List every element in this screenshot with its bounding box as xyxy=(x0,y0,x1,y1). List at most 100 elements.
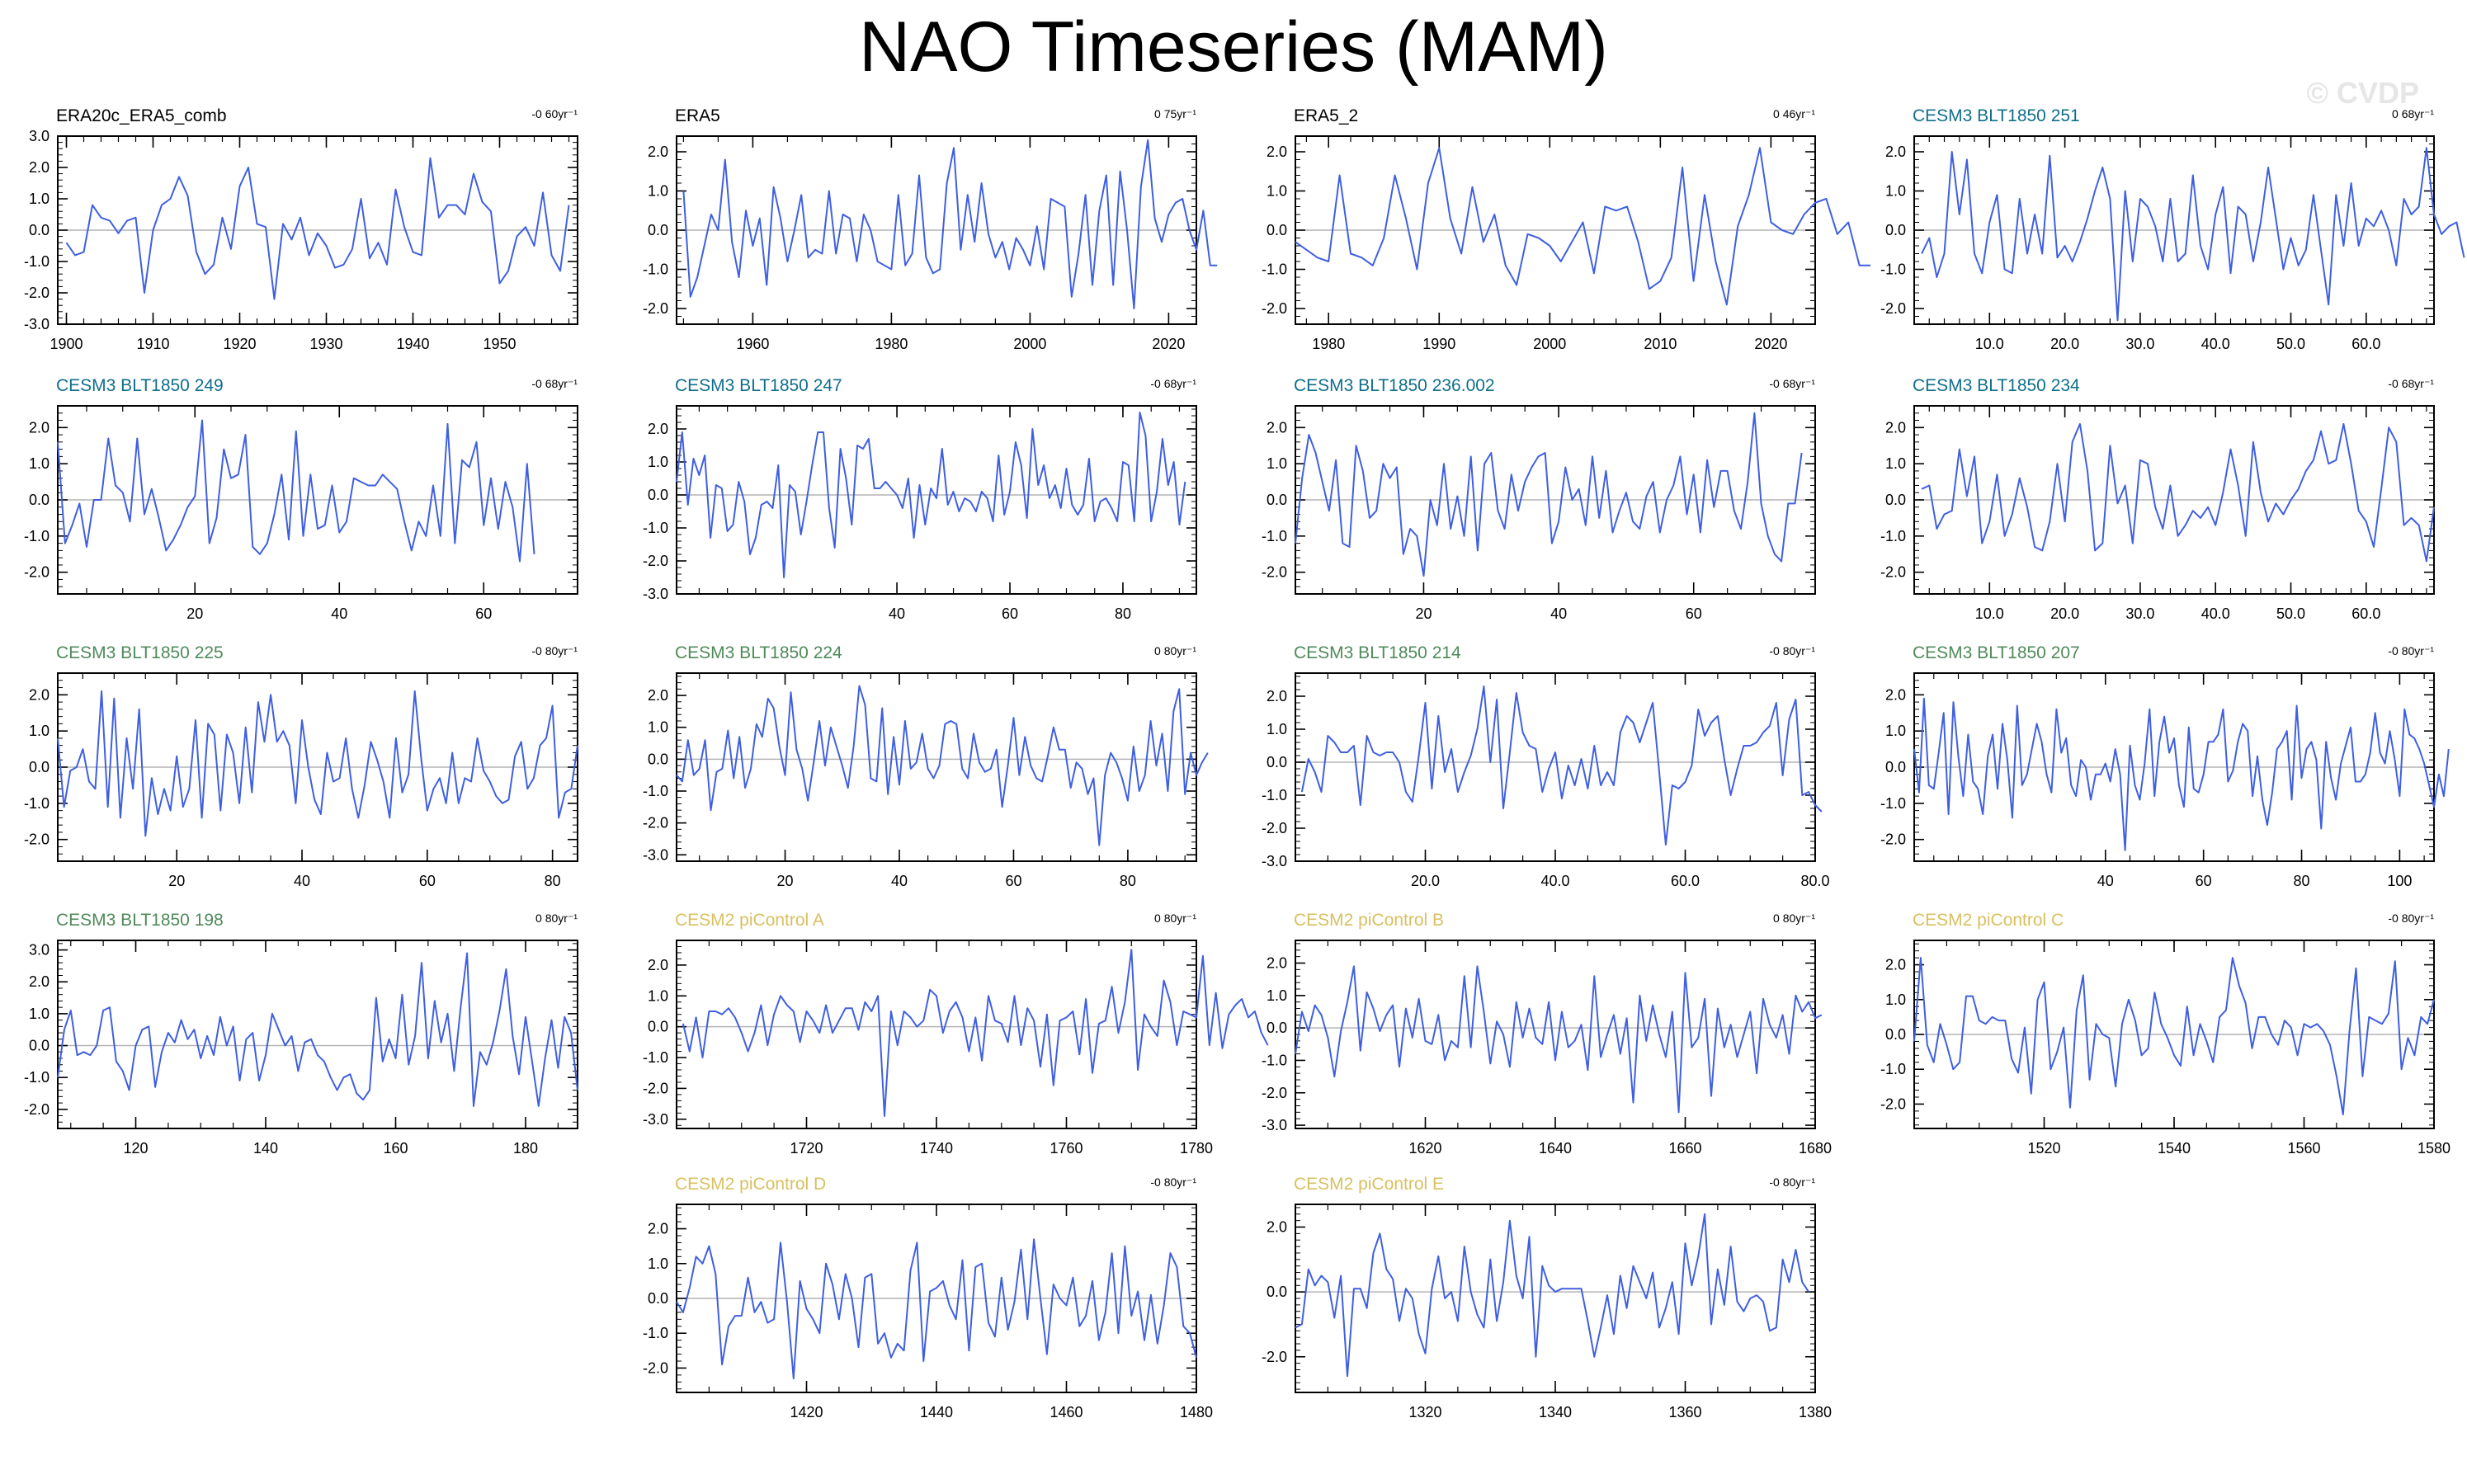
y-tick-label: -2.0 xyxy=(643,300,668,317)
y-tick-label: 3.0 xyxy=(29,128,50,144)
y-tick-label: 0.0 xyxy=(1267,492,1287,508)
trend-label: 0 80yr⁻¹ xyxy=(1154,644,1196,657)
x-tick-label: 1680 xyxy=(1799,1140,1832,1157)
x-tick-label: 40 xyxy=(1550,605,1567,622)
trend-label: -0 80yr⁻¹ xyxy=(1769,1175,1815,1189)
x-tick-label: 180 xyxy=(513,1140,538,1157)
y-tick-label: 0.0 xyxy=(1885,492,1906,508)
y-tick-label: -1.0 xyxy=(643,1325,668,1341)
x-tick-label: 40 xyxy=(294,873,310,889)
y-tick-label: -2.0 xyxy=(1262,564,1287,581)
y-tick-label: 2.0 xyxy=(1267,419,1287,436)
nao-series-line xyxy=(682,139,1218,309)
panel-title: CESM3 BLT1850 247 xyxy=(675,376,842,395)
panel-title: CESM2 piControl D xyxy=(675,1175,826,1194)
x-tick-label: 20 xyxy=(1415,605,1432,622)
y-tick-label: 0.0 xyxy=(1885,759,1906,775)
plot-frame xyxy=(676,672,1197,862)
y-tick-label: 0.0 xyxy=(29,222,50,238)
trend-label: -0 60yr⁻¹ xyxy=(531,107,578,120)
x-tick-label: 2000 xyxy=(1013,336,1046,352)
nao-series-line xyxy=(1300,685,1823,846)
y-tick-label: 1.0 xyxy=(1267,183,1287,200)
y-tick-label: -2.0 xyxy=(24,285,50,301)
nao-series-line xyxy=(682,949,1269,1117)
x-tick-label: 60 xyxy=(2196,873,2212,889)
plot-frame xyxy=(1295,940,1816,1129)
y-tick-label: 2.0 xyxy=(1885,957,1906,973)
y-tick-label: 0.0 xyxy=(1885,222,1906,238)
chart-panel: ERA20c_ERA5_comb -0 60yr⁻¹ 1900 1910 1920 193… xyxy=(24,106,578,352)
x-tick-label: 80 xyxy=(1115,605,1131,622)
y-tick-label: 0.0 xyxy=(29,759,50,775)
y-tick-label: 2.0 xyxy=(1267,1219,1287,1236)
x-tick-label: 60.0 xyxy=(1671,873,1700,889)
y-tick-label: -2.0 xyxy=(643,553,668,569)
y-tick-label: -3.0 xyxy=(643,1111,668,1128)
chart-panel: CESM3 BLT1850 249 -0 68yr⁻¹ 20 40 60 2.0 1.0 0.… xyxy=(24,376,578,622)
chart-panel: CESM3 BLT1850 251 0 68yr⁻¹ 10.0 20.0 30.0 40.… xyxy=(1880,106,2465,352)
x-tick-label: 1420 xyxy=(790,1404,823,1420)
y-tick-label: 1.0 xyxy=(648,719,668,736)
x-tick-label: 60 xyxy=(475,605,492,622)
y-tick-label: 0.0 xyxy=(648,222,668,238)
x-tick-label: 100 xyxy=(2387,873,2412,889)
x-tick-label: 1980 xyxy=(1312,336,1345,352)
y-tick-label: 1.0 xyxy=(1885,992,1906,1008)
x-tick-label: 40.0 xyxy=(2201,605,2230,622)
x-tick-label: 1460 xyxy=(1050,1404,1083,1420)
x-tick-label: 1910 xyxy=(136,336,169,352)
y-tick-label: -1.0 xyxy=(24,528,50,544)
y-tick-label: 1.0 xyxy=(1267,721,1287,737)
x-tick-label: 2020 xyxy=(1152,336,1185,352)
y-tick-label: 1.0 xyxy=(29,191,50,207)
y-tick-label: 0.0 xyxy=(1267,1020,1287,1036)
x-tick-label: 1480 xyxy=(1180,1404,1213,1420)
x-tick-label: 40 xyxy=(2097,873,2114,889)
y-tick-label: -1.0 xyxy=(24,1069,50,1086)
x-tick-label: 60 xyxy=(1005,873,1021,889)
page-title: NAO Timeseries (MAM) xyxy=(859,7,1608,87)
y-tick-label: -2.0 xyxy=(1262,1085,1287,1101)
x-tick-label: 120 xyxy=(123,1140,148,1157)
x-tick-label: 1560 xyxy=(2287,1140,2320,1157)
x-tick-label: 1760 xyxy=(1050,1140,1083,1157)
trend-label: -0 80yr⁻¹ xyxy=(2388,912,2434,925)
x-tick-label: 30.0 xyxy=(2125,605,2154,622)
x-tick-label: 1620 xyxy=(1408,1140,1441,1157)
panel-title: CESM3 BLT1850 234 xyxy=(1913,376,2080,395)
y-tick-label: 2.0 xyxy=(29,419,50,436)
y-tick-label: 1.0 xyxy=(1267,455,1287,472)
y-tick-label: -1.0 xyxy=(1880,1061,1906,1077)
nao-series-line xyxy=(65,157,570,300)
x-tick-label: 40 xyxy=(331,605,347,622)
panel-title: ERA20c_ERA5_comb xyxy=(56,106,227,125)
x-tick-label: 1990 xyxy=(1422,336,1455,352)
x-tick-label: 30.0 xyxy=(2125,336,2154,352)
panel-title: CESM2 piControl E xyxy=(1294,1175,1444,1194)
nao-series-line xyxy=(57,419,535,563)
y-tick-label: 0.0 xyxy=(29,1038,50,1054)
x-tick-label: 40.0 xyxy=(2201,336,2230,352)
y-tick-label: -2.0 xyxy=(24,1101,50,1118)
y-tick-label: -1.0 xyxy=(1880,261,1906,278)
y-tick-label: -3.0 xyxy=(643,846,668,863)
y-tick-label: -2.0 xyxy=(1880,832,1906,848)
chart-panel: CESM2 piControl D -0 80yr⁻¹ 1420 1440 1460 14… xyxy=(643,1175,1213,1420)
y-tick-label: 1.0 xyxy=(648,454,668,470)
y-tick-label: 0.0 xyxy=(29,492,50,508)
x-tick-label: 60 xyxy=(1686,605,1702,622)
x-tick-label: 1720 xyxy=(790,1140,823,1157)
nao-series-line xyxy=(1295,412,1803,577)
y-tick-label: -2.0 xyxy=(1880,300,1906,317)
y-tick-label: 1.0 xyxy=(29,455,50,472)
trend-label: 0 80yr⁻¹ xyxy=(535,912,578,925)
chart-panel: CESM3 BLT1850 234 -0 68yr⁻¹ 10.0 20.0 30.0 40… xyxy=(1880,376,2435,622)
y-tick-label: -1.0 xyxy=(1262,528,1287,544)
y-tick-label: 2.0 xyxy=(648,957,668,973)
chart-panel: CESM2 piControl A 0 80yr⁻¹ 1720 1740 1760 178… xyxy=(643,911,1269,1157)
y-tick-label: 0.0 xyxy=(648,1019,668,1035)
x-tick-label: 50.0 xyxy=(2276,605,2305,622)
x-tick-label: 2000 xyxy=(1533,336,1566,352)
nao-series-line xyxy=(1913,957,2435,1116)
